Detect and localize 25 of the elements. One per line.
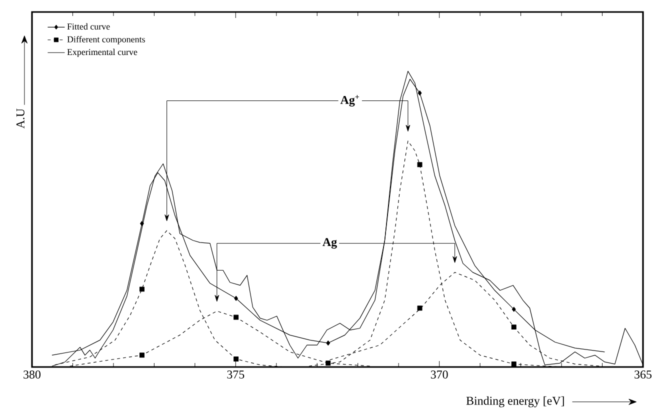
point bbox=[418, 90, 422, 96]
x-axis-title: Binding energy [eV] bbox=[466, 396, 564, 408]
point bbox=[511, 324, 516, 330]
legend-label: Experimental curve bbox=[67, 48, 138, 57]
point bbox=[139, 286, 144, 292]
point bbox=[417, 306, 422, 311]
point bbox=[234, 296, 238, 301]
x-tick-label: 370 bbox=[430, 370, 448, 379]
point bbox=[234, 356, 239, 362]
point bbox=[326, 340, 330, 346]
legend-label: Different components bbox=[67, 36, 145, 44]
point bbox=[417, 162, 422, 168]
annotation: Ag bbox=[322, 238, 337, 249]
annotation: Ag$^{+}$ bbox=[340, 95, 360, 106]
point bbox=[511, 362, 516, 367]
point bbox=[234, 314, 239, 320]
x-tick-label: 380 bbox=[24, 370, 40, 379]
x-tick-label: 375 bbox=[227, 370, 244, 379]
point bbox=[140, 221, 144, 226]
x-tick-label: 365 bbox=[634, 370, 652, 379]
point bbox=[139, 352, 144, 358]
y-axis-title: A.U bbox=[16, 108, 24, 129]
legend-label: Fitted curve bbox=[67, 23, 110, 30]
point bbox=[512, 306, 516, 312]
point bbox=[326, 360, 331, 366]
